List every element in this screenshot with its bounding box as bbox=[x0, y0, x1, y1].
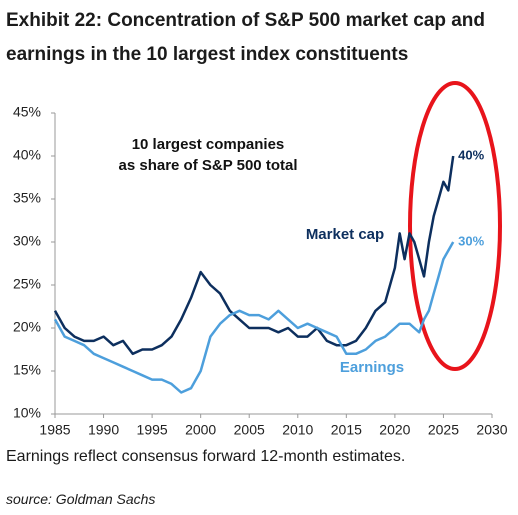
y-tick-label: 30% bbox=[13, 233, 41, 249]
end-label: 30% bbox=[458, 233, 484, 248]
series-label: Market cap bbox=[306, 226, 384, 243]
end-label: 40% bbox=[458, 147, 484, 162]
x-tick-label: 1985 bbox=[39, 422, 70, 438]
x-tick-label: 2015 bbox=[331, 422, 362, 438]
footnote: Earnings reflect consensus forward 12-mo… bbox=[6, 448, 406, 465]
y-tick-label: 25% bbox=[13, 276, 41, 292]
series-line bbox=[53, 155, 455, 356]
y-tick-label: 35% bbox=[13, 190, 41, 206]
y-tick-label: 20% bbox=[13, 319, 41, 335]
annotation: as share of S&P 500 total bbox=[119, 157, 298, 174]
y-tick-label: 45% bbox=[13, 104, 41, 120]
series-label: Earnings bbox=[340, 359, 404, 376]
x-tick-label: 2000 bbox=[185, 422, 216, 438]
chart-title: Exhibit 22: Concentration of S&P 500 mar… bbox=[6, 10, 485, 65]
y-tick-label: 40% bbox=[13, 147, 41, 163]
x-tick-label: 2020 bbox=[379, 422, 410, 438]
series-line bbox=[53, 241, 455, 394]
highlight-ellipse bbox=[408, 81, 502, 371]
x-tick-label: 2025 bbox=[428, 422, 459, 438]
y-tick-label: 10% bbox=[13, 405, 41, 421]
x-tick-label: 1990 bbox=[88, 422, 119, 438]
annotation: 10 largest companies bbox=[132, 136, 285, 153]
x-tick-label: 2030 bbox=[476, 422, 507, 438]
x-tick-label: 2010 bbox=[282, 422, 313, 438]
x-tick-label: 1995 bbox=[137, 422, 168, 438]
source: source: Goldman Sachs bbox=[6, 491, 156, 507]
x-tick-label: 2005 bbox=[234, 422, 265, 438]
y-tick-label: 15% bbox=[13, 362, 41, 378]
